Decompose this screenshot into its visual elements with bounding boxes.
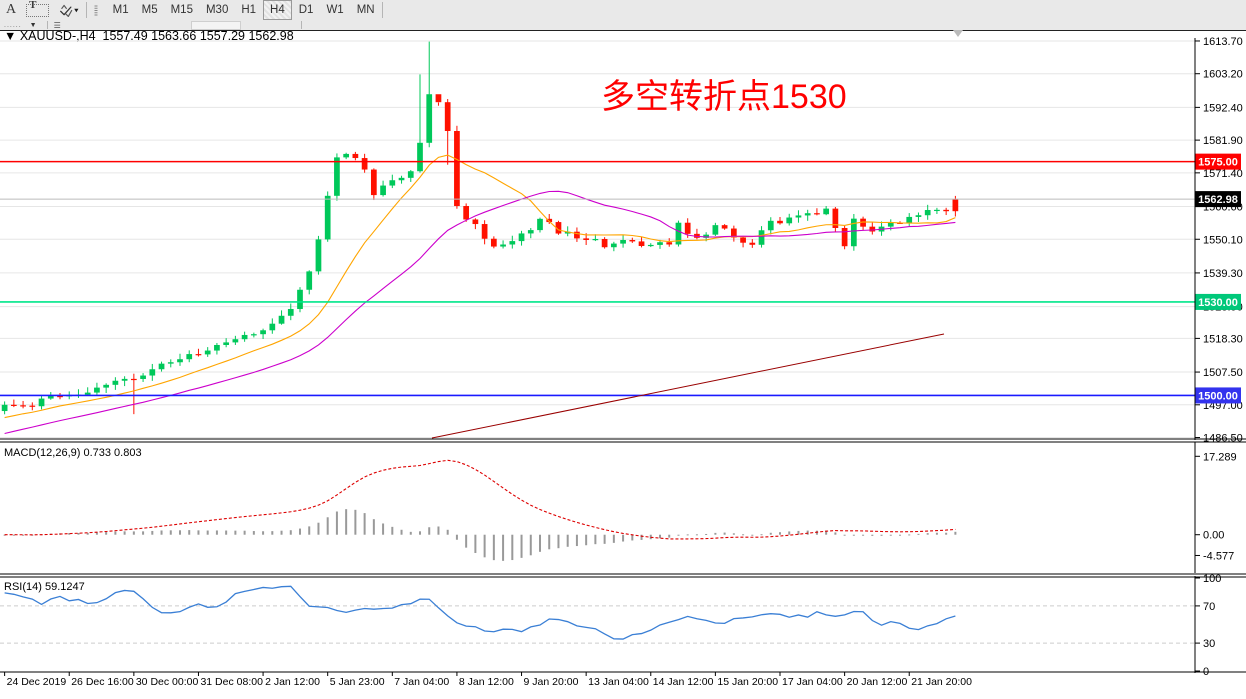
svg-text:1603.20: 1603.20 — [1203, 69, 1243, 81]
svg-text:20 Jan 12:00: 20 Jan 12:00 — [847, 676, 908, 688]
svg-text:1581.90: 1581.90 — [1203, 135, 1243, 147]
svg-text:26 Dec 16:00: 26 Dec 16:00 — [71, 676, 134, 688]
svg-text:1571.40: 1571.40 — [1203, 168, 1243, 180]
svg-text:1539.30: 1539.30 — [1203, 268, 1243, 280]
svg-text:0.00: 0.00 — [1203, 530, 1224, 542]
svg-text:31 Dec 08:00: 31 Dec 08:00 — [200, 676, 263, 688]
svg-text:RSI(14) 59.1247: RSI(14) 59.1247 — [4, 581, 85, 593]
svg-text:1507.50: 1507.50 — [1203, 367, 1243, 379]
svg-text:MACD(12,26,9) 0.733 0.803: MACD(12,26,9) 0.733 0.803 — [4, 447, 142, 459]
svg-text:30 Dec 00:00: 30 Dec 00:00 — [136, 676, 199, 688]
svg-text:30: 30 — [1203, 638, 1215, 650]
svg-text:1562.98: 1562.98 — [1198, 194, 1238, 206]
svg-text:1530.00: 1530.00 — [1198, 297, 1238, 309]
svg-text:15 Jan 20:00: 15 Jan 20:00 — [717, 676, 778, 688]
svg-text:14 Jan 12:00: 14 Jan 12:00 — [653, 676, 714, 688]
svg-text:1550.10: 1550.10 — [1203, 234, 1243, 246]
svg-text:5 Jan 23:00: 5 Jan 23:00 — [330, 676, 385, 688]
svg-text:1592.40: 1592.40 — [1203, 102, 1243, 114]
svg-text:100: 100 — [1203, 573, 1221, 585]
svg-text:2 Jan 12:00: 2 Jan 12:00 — [265, 676, 320, 688]
svg-text:17.289: 17.289 — [1203, 451, 1237, 463]
svg-text:-4.577: -4.577 — [1203, 550, 1234, 562]
svg-text:1613.70: 1613.70 — [1203, 36, 1243, 48]
svg-text:21 Jan 20:00: 21 Jan 20:00 — [911, 676, 972, 688]
svg-text:70: 70 — [1203, 601, 1215, 613]
svg-text:1575.00: 1575.00 — [1198, 157, 1238, 169]
svg-text:8 Jan 12:00: 8 Jan 12:00 — [459, 676, 514, 688]
svg-text:24 Dec 2019: 24 Dec 2019 — [7, 676, 67, 688]
svg-text:17 Jan 04:00: 17 Jan 04:00 — [782, 676, 843, 688]
svg-text:7 Jan 04:00: 7 Jan 04:00 — [394, 676, 449, 688]
svg-text:1518.30: 1518.30 — [1203, 333, 1243, 345]
svg-text:13 Jan 04:00: 13 Jan 04:00 — [588, 676, 649, 688]
svg-text:多空转折点1530: 多空转折点1530 — [601, 78, 847, 116]
svg-text:1500.00: 1500.00 — [1198, 390, 1238, 402]
svg-text:9 Jan 20:00: 9 Jan 20:00 — [524, 676, 579, 688]
